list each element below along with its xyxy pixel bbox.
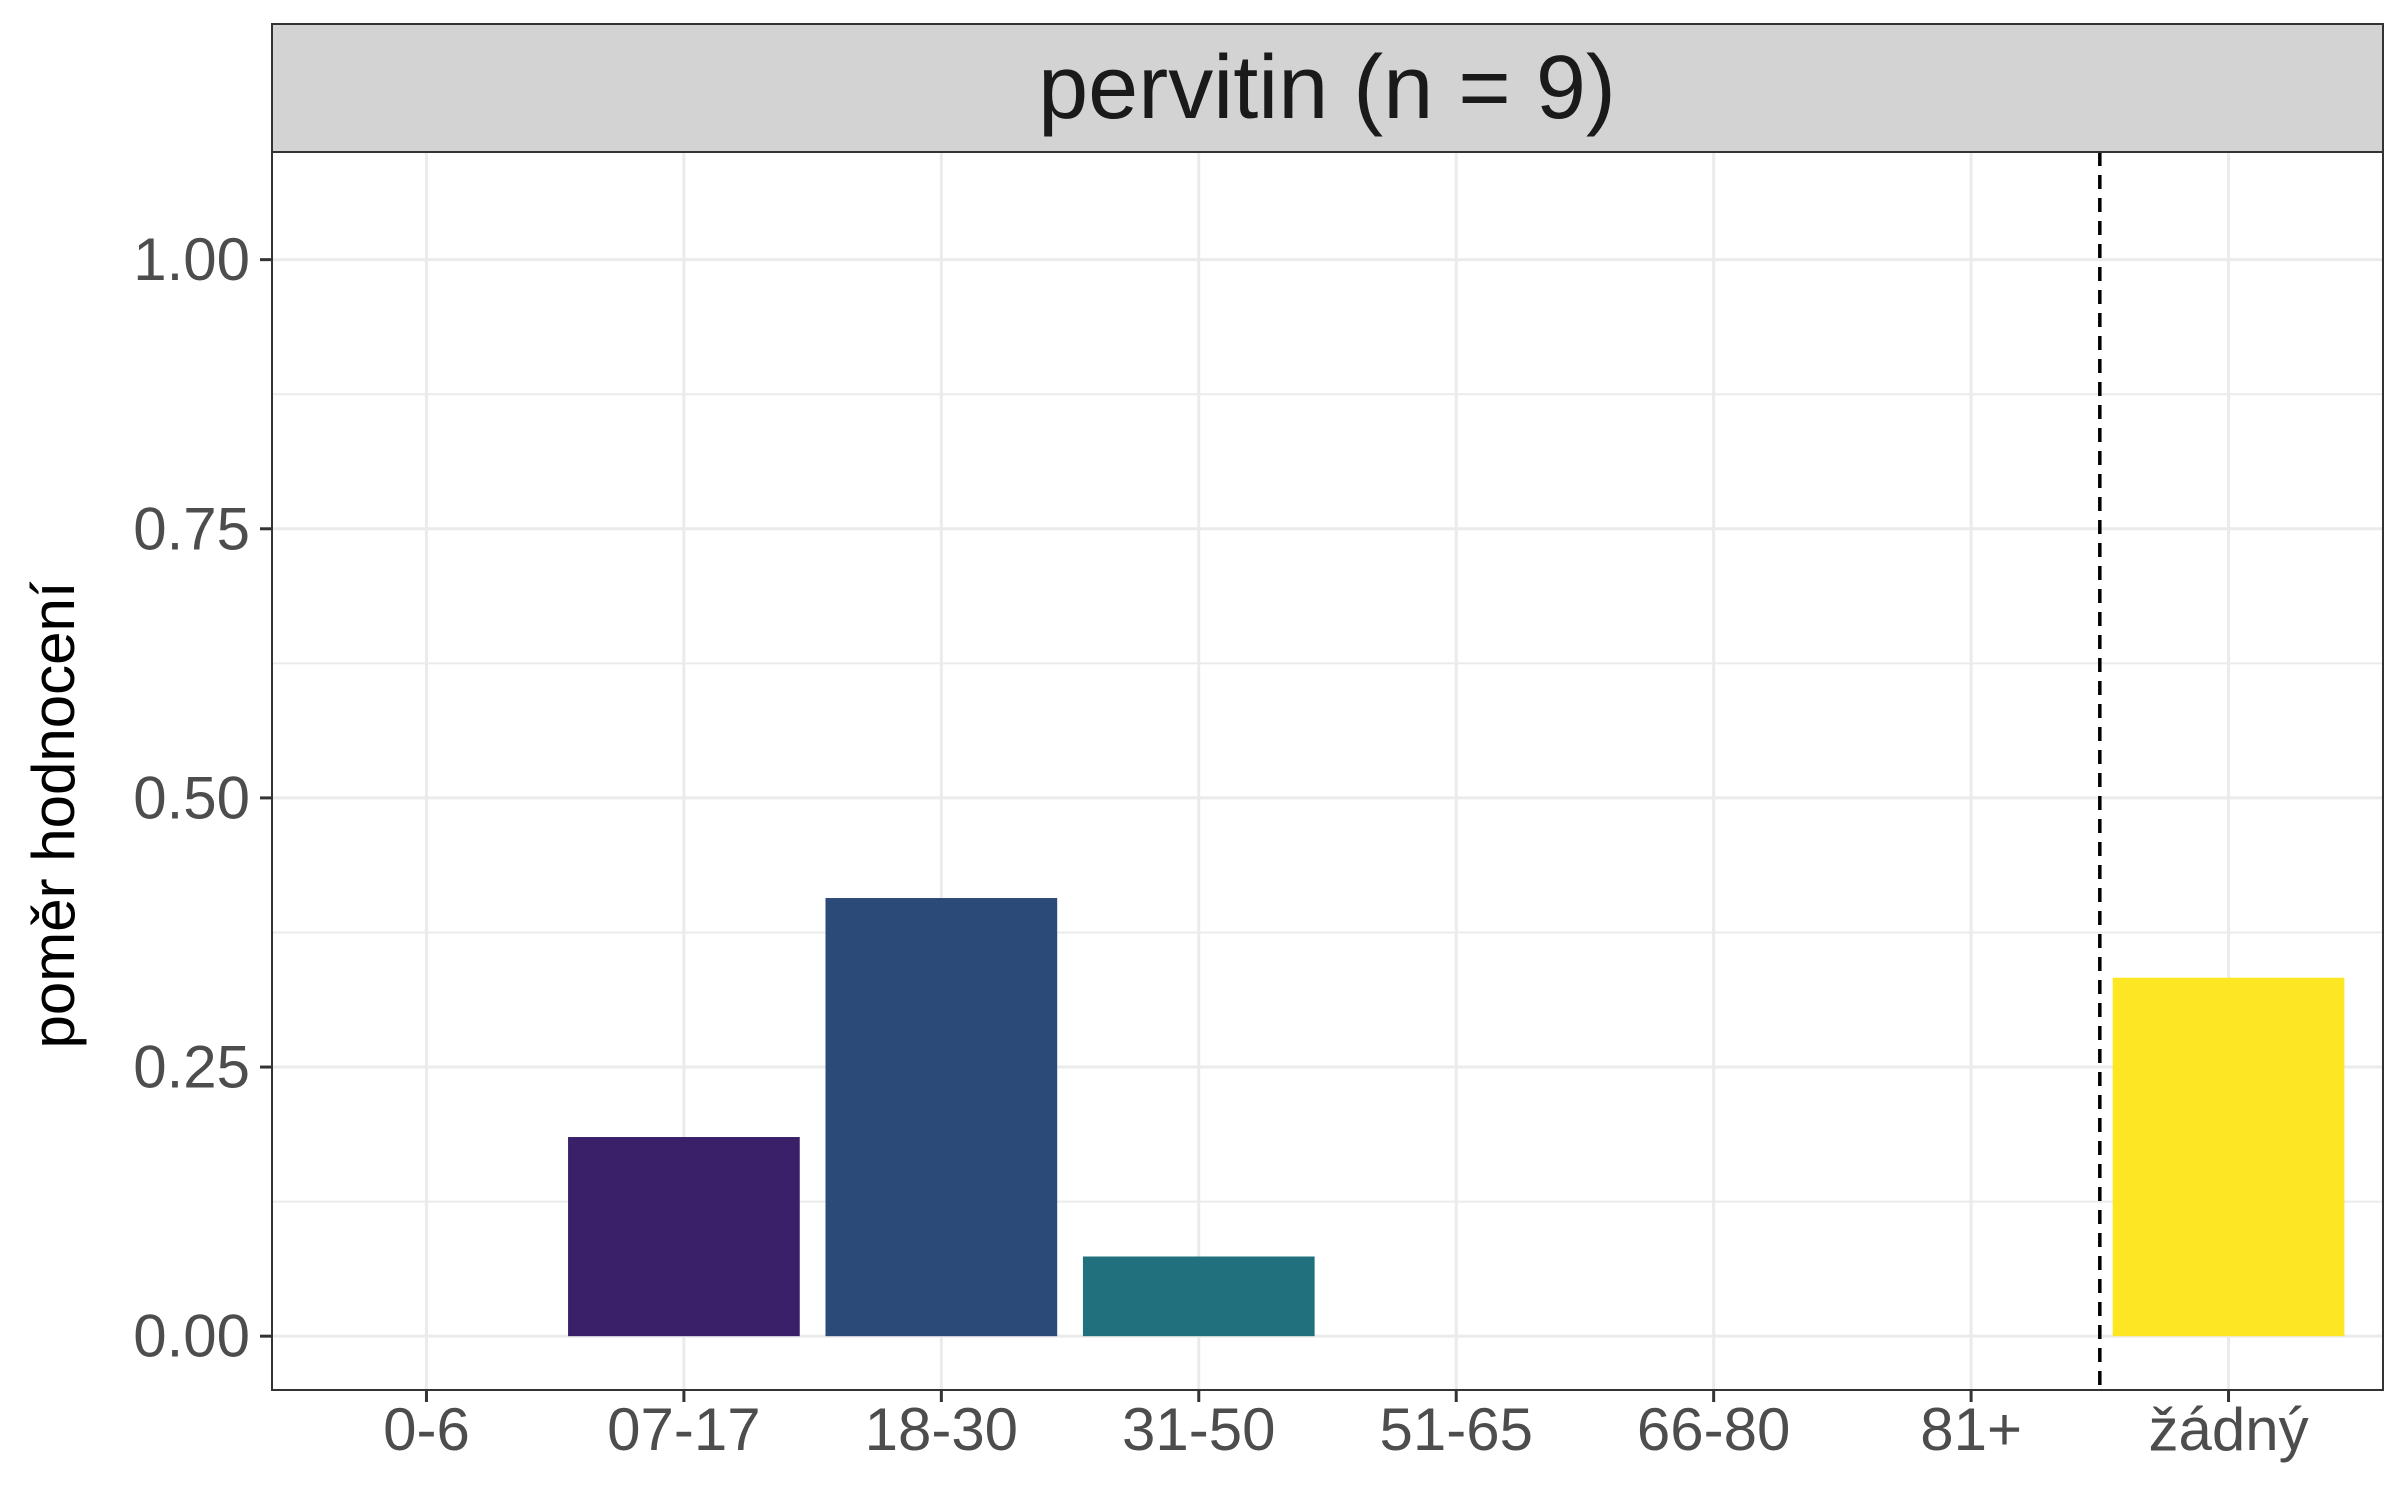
plot-border (271, 151, 2384, 1391)
bar-žádný (2112, 977, 2345, 1337)
y-tick-label: 0.50 (133, 764, 250, 831)
x-tick-label: 0-6 (383, 1396, 470, 1463)
y-tick-label: 0.25 (133, 1034, 250, 1101)
x-tick-label: 31-50 (1122, 1396, 1275, 1463)
y-tick-label: 1.00 (133, 226, 250, 293)
x-tick-label: 81+ (1920, 1396, 2022, 1463)
facet-strip (271, 23, 2384, 153)
x-tick-label: 07-17 (607, 1396, 760, 1463)
y-axis-title: poměr hodnocení (20, 581, 87, 1048)
y-tick-label: 0.75 (133, 495, 250, 562)
x-tick-label: 66-80 (1637, 1396, 1790, 1463)
bar-18-30 (825, 898, 1058, 1337)
bar-31-50 (1082, 1256, 1315, 1337)
x-tick-label: 18-30 (865, 1396, 1018, 1463)
y-tick-label: 0.00 (133, 1303, 250, 1370)
x-tick-label: žádný (2148, 1396, 2308, 1463)
bars (568, 898, 2345, 1337)
grid-lines (272, 152, 2383, 1390)
bar-07-17 (568, 1137, 800, 1337)
chart-title: pervitin (n = 9) (1038, 38, 1616, 138)
axes: 0.00 0.25 0.50 0.75 1.00 0-6 07-17 18-30 31-50 51… (133, 226, 2308, 1463)
x-tick-label: 51-65 (1379, 1396, 1532, 1463)
